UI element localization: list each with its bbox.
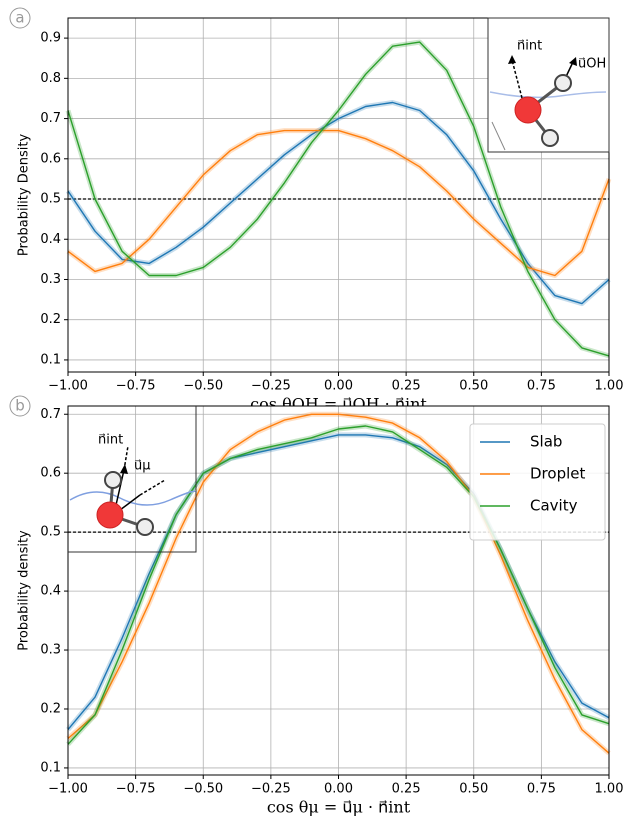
- series-line: [67, 129, 610, 277]
- panel-label: a: [15, 9, 24, 27]
- arrow: [119, 494, 141, 511]
- x-axis-label: cos θμ = u⃗μ · n⃗int: [267, 798, 411, 817]
- legend-label: Cavity: [530, 497, 578, 515]
- y-tick-label: 0.4: [40, 232, 61, 247]
- y-tick-label: 0.5: [40, 192, 61, 207]
- x-tick-label: −0.75: [116, 379, 156, 394]
- edge: [491, 121, 506, 151]
- x-tick-label: 1.00: [595, 379, 624, 394]
- x-tick-label: −0.50: [183, 782, 223, 797]
- inset-a: n⃗int u⃗OH: [487, 17, 610, 153]
- y-tick-label: 0.7: [40, 111, 61, 126]
- y-tick-label: 0.6: [40, 466, 61, 481]
- oxygen: [514, 96, 542, 124]
- y-axis-label: Probability density: [17, 530, 32, 651]
- inset-frame: [68, 406, 197, 553]
- x-tick-label: −0.25: [251, 379, 291, 394]
- x-tick-label: 0.50: [459, 782, 488, 797]
- hydrogen: [104, 471, 122, 489]
- x-tick-label: −0.25: [251, 782, 291, 797]
- annotation: n⃗int: [98, 433, 123, 448]
- y-tick-label: 0.9: [40, 31, 61, 46]
- x-tick-label: 0.25: [392, 782, 421, 797]
- legend-box: [469, 423, 606, 541]
- y-tick-label: 0.8: [40, 71, 61, 86]
- interface: [69, 490, 196, 506]
- hydrogen: [554, 74, 572, 92]
- y-tick-label: 0.1: [40, 352, 61, 367]
- interface: [489, 91, 607, 99]
- arrowhead: [508, 55, 516, 64]
- arrow: [123, 445, 129, 471]
- hydrogen: [541, 129, 559, 147]
- legend-label: Slab: [530, 433, 562, 451]
- y-axis-label: Probability Density: [17, 134, 32, 257]
- oxygen: [96, 501, 124, 529]
- x-tick-label: −0.75: [116, 782, 156, 797]
- panel-label: b: [15, 397, 25, 415]
- annotation: u⃗μ: [134, 459, 151, 474]
- x-tick-label: 0.25: [392, 379, 421, 394]
- y-tick-label: 0.1: [40, 760, 61, 775]
- panel-badge: [9, 395, 31, 417]
- y-tick-label: 0.2: [40, 312, 61, 327]
- x-tick-label: −1.00: [48, 379, 88, 394]
- arrow: [115, 469, 125, 506]
- y-tick-label: 0.5: [40, 525, 61, 540]
- x-tick-label: 1.00: [595, 782, 624, 797]
- series-line: [67, 413, 610, 754]
- y-tick-label: 0.2: [40, 701, 61, 716]
- y-tick-label: 0.3: [40, 643, 61, 658]
- x-tick-label: −0.50: [183, 379, 223, 394]
- x-tick-label: −1.00: [48, 782, 88, 797]
- x-tick-label: 0.00: [324, 379, 353, 394]
- inset-b: n⃗int u⃗μ: [68, 406, 197, 553]
- x-tick-label: 0.00: [324, 782, 353, 797]
- annotation: u⃗OH: [578, 57, 606, 72]
- y-tick-label: 0.7: [40, 407, 61, 422]
- arrowhead: [569, 57, 577, 66]
- x-tick-label: 0.50: [459, 379, 488, 394]
- arrow: [511, 59, 523, 99]
- series-line: [67, 425, 610, 745]
- series-line: [67, 41, 610, 357]
- plot-frame: [67, 17, 610, 373]
- panel-badge: [9, 7, 31, 29]
- y-tick-label: 0.6: [40, 151, 61, 166]
- hydrogen: [136, 518, 154, 536]
- y-tick-label: 0.4: [40, 584, 61, 599]
- plot-frame: [67, 405, 610, 776]
- y-tick-label: 0.3: [40, 272, 61, 287]
- legend-label: Droplet: [530, 465, 585, 483]
- x-tick-label: 0.75: [527, 782, 556, 797]
- annotation: n⃗int: [517, 39, 542, 54]
- x-tick-label: 0.75: [527, 379, 556, 394]
